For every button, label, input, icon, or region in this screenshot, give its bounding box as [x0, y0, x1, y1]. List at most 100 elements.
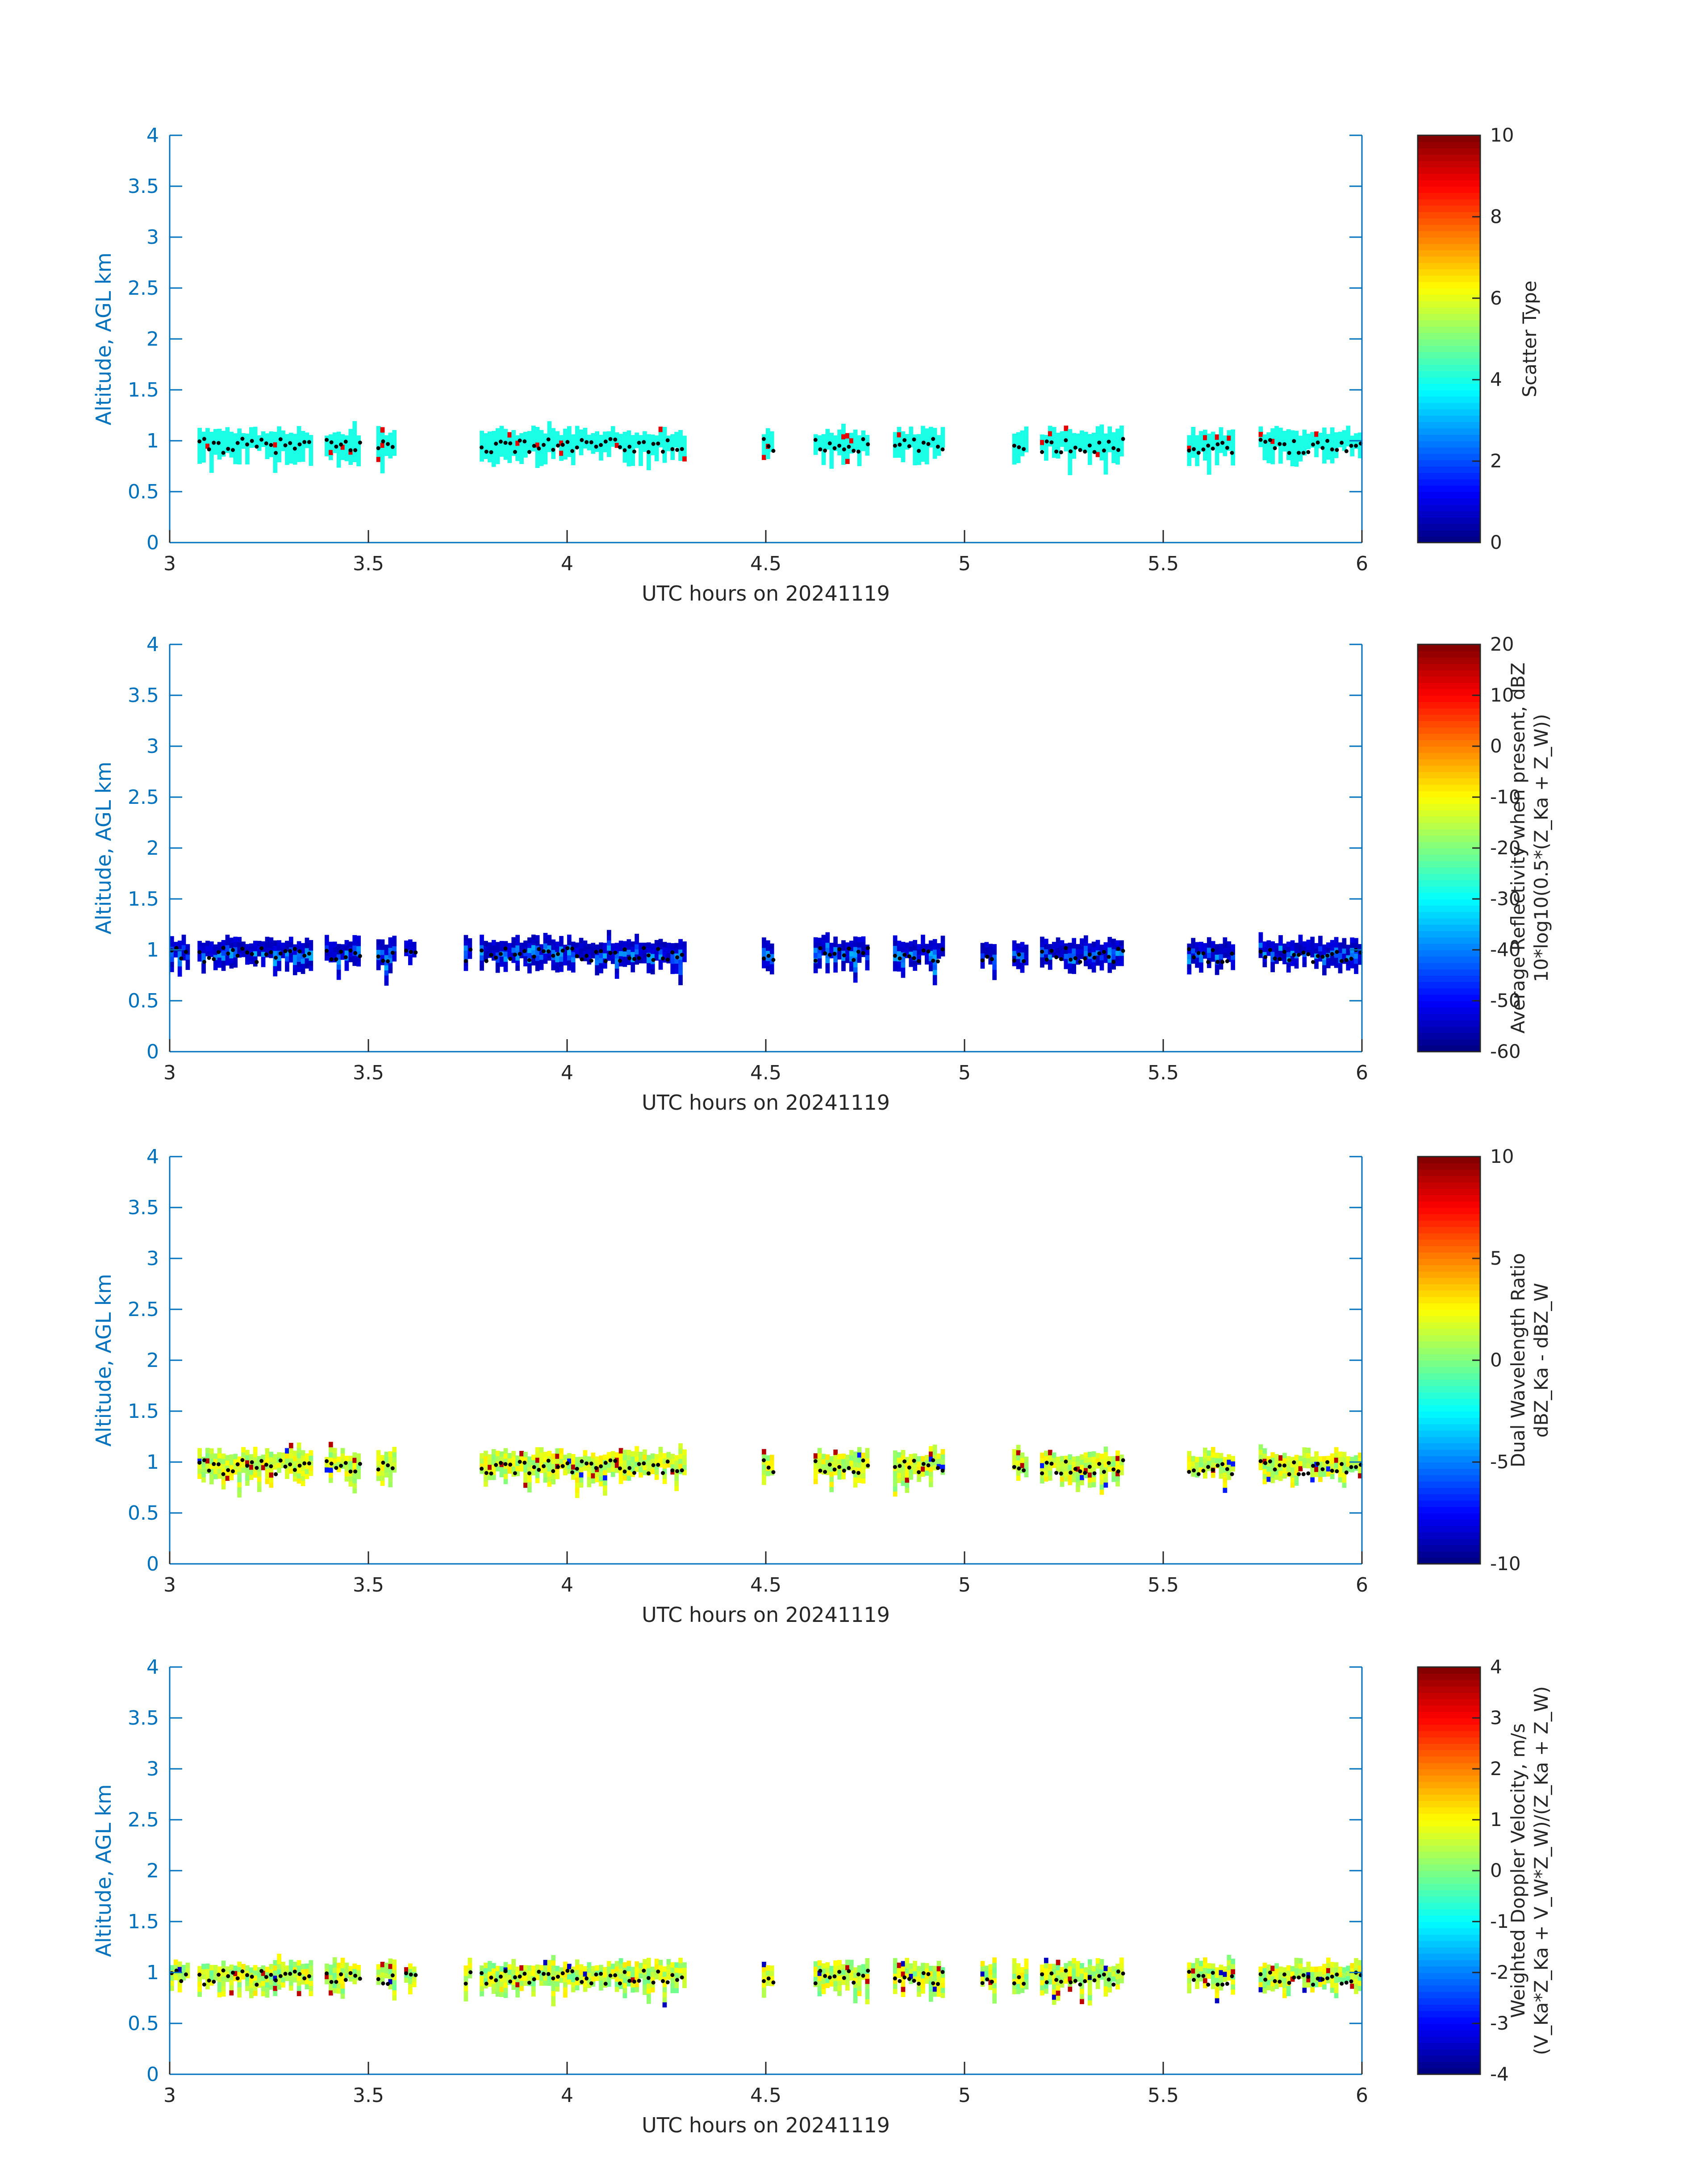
heatmap-cell: [618, 945, 623, 951]
heatmap-cell: [539, 1447, 544, 1453]
heatmap-cell: [1060, 1461, 1065, 1467]
heatmap-cell: [340, 1963, 345, 1968]
cloud-top-point: [847, 444, 851, 449]
cloud-top-point: [484, 959, 489, 963]
heatmap-cell: [622, 1972, 627, 1978]
heatmap-cell: [658, 959, 663, 965]
heatmap-cell: [1119, 950, 1124, 956]
heatmap-cell: [857, 435, 862, 441]
heatmap-cell: [356, 936, 361, 941]
heatmap-cell: [1318, 433, 1323, 439]
heatmap-cell: [1064, 1471, 1069, 1477]
heatmap-cell: [1207, 1460, 1211, 1466]
heatmap-cell: [567, 950, 572, 956]
heatmap-cell: [1207, 459, 1211, 465]
heatmap-cell: [635, 1981, 639, 1987]
heatmap-cell: [631, 1967, 635, 1972]
x-tick-label: 5: [958, 552, 971, 575]
heatmap-cell: [519, 953, 524, 958]
heatmap-cell: [388, 438, 393, 443]
heatmap-cell: [1024, 1467, 1029, 1472]
heatmap-cell: [1322, 453, 1327, 459]
heatmap-cell: [261, 441, 266, 447]
heatmap-cell: [273, 437, 278, 443]
heatmap-cell: [1330, 427, 1335, 433]
heatmap-cell: [845, 433, 850, 439]
heatmap-cell: [853, 946, 858, 953]
colorbar-swatch: [1418, 784, 1480, 791]
heatmap-cell: [833, 440, 838, 446]
heatmap-cell: [845, 458, 850, 464]
heatmap-cell: [833, 1459, 838, 1465]
heatmap-cell: [658, 1457, 663, 1462]
heatmap-cell: [1215, 460, 1219, 465]
heatmap-cell: [1111, 949, 1116, 954]
cloud-top-point: [1311, 960, 1315, 964]
cloud-top-point: [762, 956, 766, 961]
heatmap-cell: [1191, 432, 1195, 438]
heatmap-cell: [647, 1460, 651, 1466]
heatmap-cell: [376, 1974, 381, 1980]
cloud-top-point: [184, 949, 188, 954]
heatmap-cell: [591, 943, 596, 949]
colorbar-swatch: [1418, 1271, 1480, 1278]
cloud-top-point: [632, 449, 636, 454]
heatmap-cell: [678, 455, 683, 461]
heatmap-cell: [1111, 1966, 1116, 1972]
colorbar-swatch: [1418, 721, 1480, 728]
heatmap-cell: [503, 1977, 508, 1983]
heatmap-cell: [833, 936, 838, 942]
heatmap-cell: [893, 935, 898, 941]
heatmap-cell: [1227, 946, 1232, 952]
heatmap-cell: [1326, 1466, 1331, 1472]
heatmap-cell: [301, 451, 305, 457]
cloud-top-point: [1196, 951, 1201, 955]
cloud-top-point: [334, 444, 338, 449]
heatmap-cell: [1282, 430, 1287, 436]
colorbar-tick-label: 5: [1490, 1247, 1502, 1269]
cloud-top-point: [390, 951, 395, 955]
heatmap-cell: [1278, 1465, 1283, 1471]
heatmap-cell: [928, 442, 933, 448]
heatmap-cell: [1080, 953, 1084, 959]
heatmap-cell: [388, 1456, 393, 1462]
heatmap-cell: [1286, 1466, 1291, 1472]
heatmap-cell: [170, 961, 174, 967]
heatmap-cell: [1087, 2000, 1092, 2006]
heatmap-cell: [241, 1462, 246, 1468]
heatmap-cell: [1119, 446, 1124, 451]
heatmap-cell: [1354, 1958, 1358, 1964]
heatmap-cell: [567, 940, 572, 945]
colorbar-swatch: [1418, 790, 1480, 798]
cloud-top-point: [1301, 1472, 1306, 1476]
heatmap-cell: [1044, 1963, 1048, 1968]
heatmap-cell: [928, 1446, 933, 1452]
cloud-top-point: [527, 1981, 531, 1985]
heatmap-cell: [1330, 458, 1335, 464]
heatmap-cell: [817, 1976, 822, 1981]
cloud-top-point: [174, 946, 179, 950]
cloud-top-point: [680, 447, 684, 451]
heatmap-cell: [408, 1968, 413, 1974]
heatmap-cell: [1044, 445, 1048, 451]
y-tick-label: 1.5: [128, 888, 159, 911]
heatmap-cell: [1334, 1982, 1339, 1988]
heatmap-cell: [301, 958, 305, 964]
heatmap-cell: [817, 1463, 822, 1469]
heatmap-cell: [340, 1957, 345, 1964]
heatmap-cell: [813, 444, 818, 450]
cloud-top-point: [212, 1462, 216, 1466]
heatmap-cell: [909, 956, 914, 962]
cloud-top-point: [1215, 960, 1220, 964]
heatmap-cell: [595, 1461, 599, 1467]
heatmap-cell: [384, 445, 389, 451]
cloud-top-point: [1017, 1467, 1021, 1471]
heatmap-cell: [205, 1964, 210, 1969]
cloud-top-point: [250, 1975, 254, 1979]
heatmap-cell: [1318, 946, 1323, 952]
heatmap-cell: [1270, 1462, 1275, 1468]
heatmap-cell: [1119, 425, 1124, 431]
colorbar-swatch: [1418, 911, 1480, 919]
heatmap-cell: [1052, 1994, 1057, 2000]
heatmap-cell: [837, 1980, 842, 1986]
